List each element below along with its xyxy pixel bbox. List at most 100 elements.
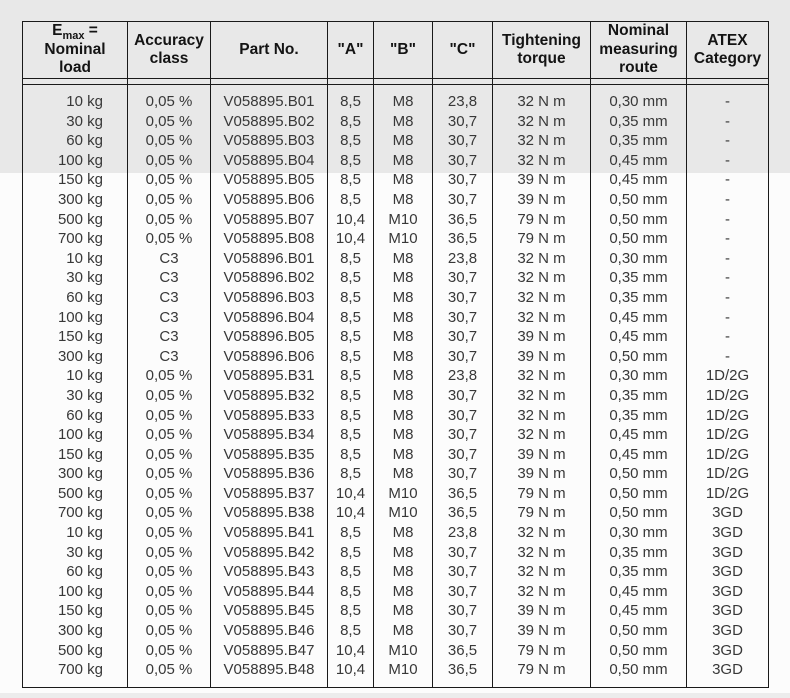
header-gap-row: [22, 78, 769, 85]
table-bottom-padding-row: [22, 679, 769, 688]
padding-cell: [127, 679, 211, 688]
cell-atex-category: -: [686, 150, 769, 171]
cell-c: 36,5: [432, 229, 493, 249]
cell-a: 10,4: [327, 229, 374, 249]
table-row: 100 kg 0,05 % V058895.B04 8,5 M8 30,7 32 N m 0,…: [22, 150, 769, 171]
cell-measuring-route: 0,45 mm: [590, 327, 687, 347]
table-row: 100 kg 0,05 % V058895.B34 8,5 M8 30,7 32 N m 0,…: [22, 425, 769, 445]
cell-accuracy-class: 0,05 %: [127, 92, 211, 112]
table-row: 150 kg 0,05 % V058895.B05 8,5 M8 30,7 39 N m 0,…: [22, 170, 769, 190]
cell-a: 10,4: [327, 640, 374, 661]
cell-tightening-torque: 39 N m: [492, 327, 591, 347]
cell-tightening-torque: 79 N m: [492, 483, 591, 504]
cell-tightening-torque: 32 N m: [492, 385, 591, 406]
cell-accuracy-class: 0,05 %: [127, 542, 211, 563]
cell-b: M10: [373, 209, 433, 230]
cell-a: 8,5: [327, 444, 374, 465]
cell-nominal-load: 60 kg: [22, 562, 128, 582]
cell-part-no: V058896.B05: [210, 327, 328, 347]
cell-atex-category: 1D/2G: [686, 425, 769, 445]
table-row: 300 kg 0,05 % V058895.B36 8,5 M8 30,7 39 N m 0,…: [22, 464, 769, 484]
table-row: 500 kg 0,05 % V058895.B37 10,4 M10 36,5 79 N m…: [22, 483, 769, 504]
cell-measuring-route: 0,50 mm: [590, 640, 687, 661]
cell-b: M8: [373, 601, 433, 622]
column-header-a: "A": [327, 21, 374, 79]
cell-accuracy-class: 0,05 %: [127, 405, 211, 426]
padding-cell: [492, 679, 591, 688]
table-row: 100 kg C3 V058896.B04 8,5 M8 30,7 32 N m 0,45 m…: [22, 307, 769, 328]
cell-a: 8,5: [327, 307, 374, 328]
cell-nominal-load: 300 kg: [22, 346, 128, 367]
cell-b: M10: [373, 503, 433, 524]
cell-b: M8: [373, 464, 433, 484]
cell-atex-category: 1D/2G: [686, 444, 769, 465]
cell-measuring-route: 0,50 mm: [590, 229, 687, 249]
cell-atex-category: 1D/2G: [686, 385, 769, 406]
cell-c: 30,7: [432, 131, 493, 151]
cell-part-no: V058896.B02: [210, 268, 328, 288]
cell-atex-category: -: [686, 92, 769, 112]
cell-c: 23,8: [432, 523, 493, 543]
cell-accuracy-class: 0,05 %: [127, 385, 211, 406]
cell-measuring-route: 0,50 mm: [590, 346, 687, 367]
table-header-row: Emax = Nominal load Accuracy class Part No. "A…: [22, 21, 769, 79]
cell-c: 30,7: [432, 581, 493, 602]
cell-accuracy-class: 0,05 %: [127, 425, 211, 445]
cell-a: 8,5: [327, 150, 374, 171]
cell-c: 30,7: [432, 562, 493, 582]
cell-c: 36,5: [432, 640, 493, 661]
cell-tightening-torque: 39 N m: [492, 170, 591, 190]
cell-a: 8,5: [327, 111, 374, 132]
cell-tightening-torque: 32 N m: [492, 542, 591, 563]
cell-a: 8,5: [327, 523, 374, 543]
cell-b: M8: [373, 248, 433, 269]
cell-c: 36,5: [432, 660, 493, 680]
cell-part-no: V058895.B47: [210, 640, 328, 661]
cell-atex-category: 3GD: [686, 581, 769, 602]
cell-a: 10,4: [327, 483, 374, 504]
cell-part-no: V058895.B08: [210, 229, 328, 249]
cell-accuracy-class: 0,05 %: [127, 366, 211, 386]
cell-atex-category: -: [686, 327, 769, 347]
padding-cell: [373, 84, 433, 92]
cell-measuring-route: 0,45 mm: [590, 601, 687, 622]
table-row: 700 kg 0,05 % V058895.B08 10,4 M10 36,5 79 N m…: [22, 229, 769, 249]
cell-b: M8: [373, 621, 433, 641]
cell-b: M10: [373, 640, 433, 661]
cell-b: M8: [373, 111, 433, 132]
cell-part-no: V058895.B32: [210, 385, 328, 406]
table-row: 100 kg 0,05 % V058895.B44 8,5 M8 30,7 32 N m 0,…: [22, 581, 769, 602]
header-gap-cell: [686, 78, 769, 85]
cell-nominal-load: 500 kg: [22, 483, 128, 504]
cell-nominal-load: 30 kg: [22, 385, 128, 406]
cell-accuracy-class: 0,05 %: [127, 660, 211, 680]
cell-atex-category: -: [686, 346, 769, 367]
cell-c: 23,8: [432, 92, 493, 112]
cell-accuracy-class: 0,05 %: [127, 562, 211, 582]
cell-c: 30,7: [432, 189, 493, 210]
cell-c: 30,7: [432, 268, 493, 288]
cell-a: 8,5: [327, 346, 374, 367]
cell-atex-category: -: [686, 131, 769, 151]
cell-accuracy-class: 0,05 %: [127, 444, 211, 465]
cell-measuring-route: 0,50 mm: [590, 660, 687, 680]
cell-measuring-route: 0,45 mm: [590, 170, 687, 190]
cell-c: 30,7: [432, 464, 493, 484]
cell-measuring-route: 0,35 mm: [590, 268, 687, 288]
cell-b: M10: [373, 483, 433, 504]
cell-atex-category: 3GD: [686, 562, 769, 582]
table-row: 700 kg 0,05 % V058895.B38 10,4 M10 36,5 79 N m…: [22, 503, 769, 524]
cell-part-no: V058895.B37: [210, 483, 328, 504]
cell-tightening-torque: 39 N m: [492, 601, 591, 622]
cell-b: M8: [373, 444, 433, 465]
cell-part-no: V058895.B33: [210, 405, 328, 426]
cell-measuring-route: 0,45 mm: [590, 444, 687, 465]
cell-c: 36,5: [432, 503, 493, 524]
cell-b: M10: [373, 229, 433, 249]
cell-b: M8: [373, 92, 433, 112]
cell-tightening-torque: 32 N m: [492, 307, 591, 328]
cell-atex-category: -: [686, 170, 769, 190]
cell-accuracy-class: 0,05 %: [127, 170, 211, 190]
cell-tightening-torque: 32 N m: [492, 425, 591, 445]
